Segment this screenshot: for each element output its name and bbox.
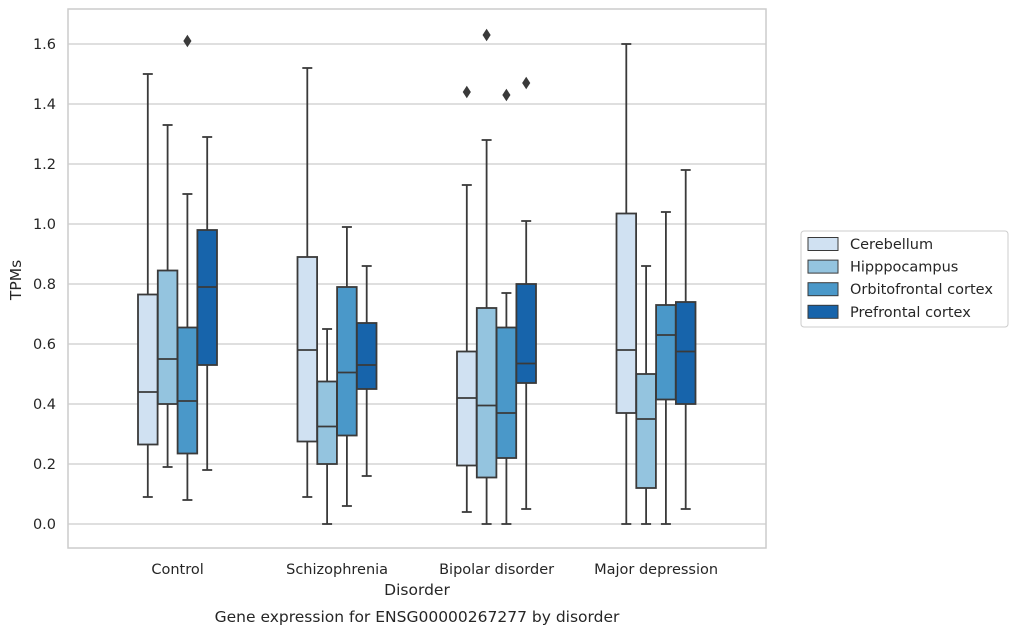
y-tick-label: 0.4 [33, 397, 56, 413]
y-tick-label: 0.8 [33, 277, 56, 293]
legend-swatch [807, 282, 839, 297]
box-iqr [316, 380, 338, 465]
box-hipppocampus [316, 328, 338, 525]
x-axis-label: Disorder [384, 581, 450, 599]
box-orbitofrontal-cortex [495, 88, 518, 525]
box-prefrontal-cortex [515, 76, 537, 510]
y-tick-label: 0.6 [33, 337, 56, 353]
box-orbitofrontal-cortex [176, 34, 199, 501]
legend-swatch [807, 304, 839, 319]
box-iqr [515, 283, 537, 384]
y-tick-label: 1.6 [33, 37, 56, 53]
outlier-point [462, 85, 471, 99]
ticks-layer: 0.0 0.2 0.4 0.6 0.8 1.0 1.2 1.4 1.6 Control Schizo… [33, 37, 718, 578]
box-iqr [495, 326, 518, 459]
box-prefrontal-cortex [196, 136, 218, 471]
box-iqr [475, 307, 498, 479]
y-axis-label: TPMs [7, 260, 25, 301]
box-iqr [137, 293, 159, 446]
box-hipppocampus [156, 124, 179, 468]
box-cerebellum [456, 85, 478, 513]
box-iqr [675, 301, 697, 405]
x-tick-label: Bipolar disorder [439, 562, 554, 578]
box-iqr [456, 350, 478, 467]
legend: Cerebellum Hipppocampus Orbitofrontal cort… [800, 230, 1009, 328]
box-iqr [655, 304, 677, 401]
box-cerebellum [137, 73, 159, 498]
legend-swatch [807, 237, 839, 251]
box-hipppocampus [635, 265, 657, 525]
box-cerebellum [296, 67, 319, 498]
box-orbitofrontal-cortex [655, 211, 677, 525]
outlier-point [482, 28, 491, 42]
legend-frame [800, 230, 1009, 328]
box-prefrontal-cortex [355, 265, 378, 477]
plot-frame [67, 8, 767, 549]
outlier-point [502, 88, 511, 102]
x-tick-label: Schizophrenia [286, 562, 388, 578]
y-tick-label: 1.2 [33, 157, 56, 173]
box-iqr [635, 373, 657, 489]
outlier-point [183, 34, 192, 48]
x-tick-label: Major depression [594, 562, 718, 578]
outlier-point [522, 76, 531, 90]
box-prefrontal-cortex [675, 169, 697, 510]
y-tick-label: 0.0 [33, 517, 56, 533]
box-cerebellum [615, 43, 638, 525]
box-iqr [615, 212, 638, 414]
box-iqr [355, 322, 378, 390]
legend-label: Hipppocampus [850, 260, 958, 276]
legend-label: Cerebellum [850, 237, 933, 253]
y-tick-label: 1.4 [33, 97, 56, 113]
legend-label: Prefrontal cortex [850, 305, 971, 321]
legend-swatch [807, 259, 839, 274]
y-tick-label: 1.0 [33, 217, 56, 233]
chart-caption: Gene expression for ENSG00000267277 by d… [215, 608, 620, 626]
box-hipppocampus [475, 28, 498, 525]
box-iqr [336, 286, 358, 437]
legend-label: Orbitofrontal cortex [850, 282, 993, 298]
box-iqr [156, 269, 179, 405]
boxes-layer [137, 28, 697, 525]
x-tick-label: Control [151, 562, 203, 578]
y-tick-label: 0.2 [33, 457, 56, 473]
box-iqr [176, 326, 199, 455]
box-iqr [196, 229, 218, 366]
